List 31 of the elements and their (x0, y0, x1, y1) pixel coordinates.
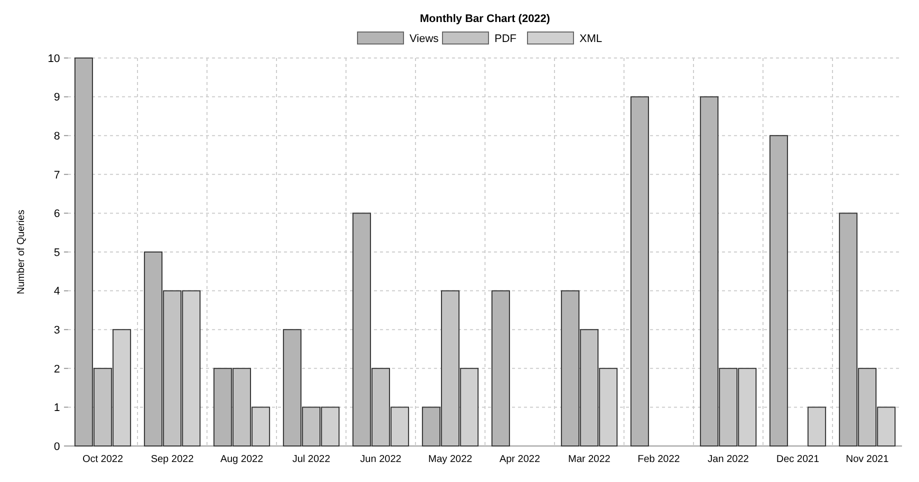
legend-label: XML (580, 33, 602, 45)
x-tick-label: Jan 2022 (708, 454, 750, 465)
y-tick-label: 8 (54, 130, 60, 142)
x-tick-label: Sep 2022 (150, 454, 194, 465)
legend-label: Views (410, 33, 440, 45)
x-tick-label: Feb 2022 (638, 454, 680, 465)
x-tick-label: Aug 2022 (220, 454, 264, 465)
legend-label: PDF (494, 33, 517, 45)
bar (769, 135, 788, 446)
bar (630, 96, 649, 446)
x-tick-label: Apr 2022 (499, 454, 540, 465)
x-tick-label: Jun 2022 (360, 454, 402, 465)
y-tick-label: 1 (54, 402, 60, 414)
y-tick-label: 5 (54, 246, 60, 259)
y-tick-label: 10 (48, 52, 60, 65)
y-tick-label: 6 (54, 208, 60, 220)
bar (491, 290, 510, 446)
x-tick-label: Dec 2021 (776, 454, 820, 465)
x-tick-label: Oct 2022 (82, 454, 124, 465)
y-tick-label: 7 (54, 169, 60, 182)
y-tick-label: 0 (54, 440, 60, 453)
y-axis-title: Number of Queries (16, 210, 27, 294)
y-tick-label: 9 (54, 92, 60, 104)
y-tick-label: 3 (54, 324, 60, 336)
y-tick-label: 4 (54, 286, 60, 298)
x-tick-label: Jul 2022 (292, 454, 331, 465)
x-tick-label: Mar 2022 (568, 454, 611, 465)
chart-title: Monthly Bar Chart (2022) (420, 13, 550, 25)
x-tick-label: May 2022 (428, 454, 473, 465)
x-tick-label: Nov 2021 (846, 454, 890, 465)
y-tick-label: 2 (54, 363, 60, 376)
